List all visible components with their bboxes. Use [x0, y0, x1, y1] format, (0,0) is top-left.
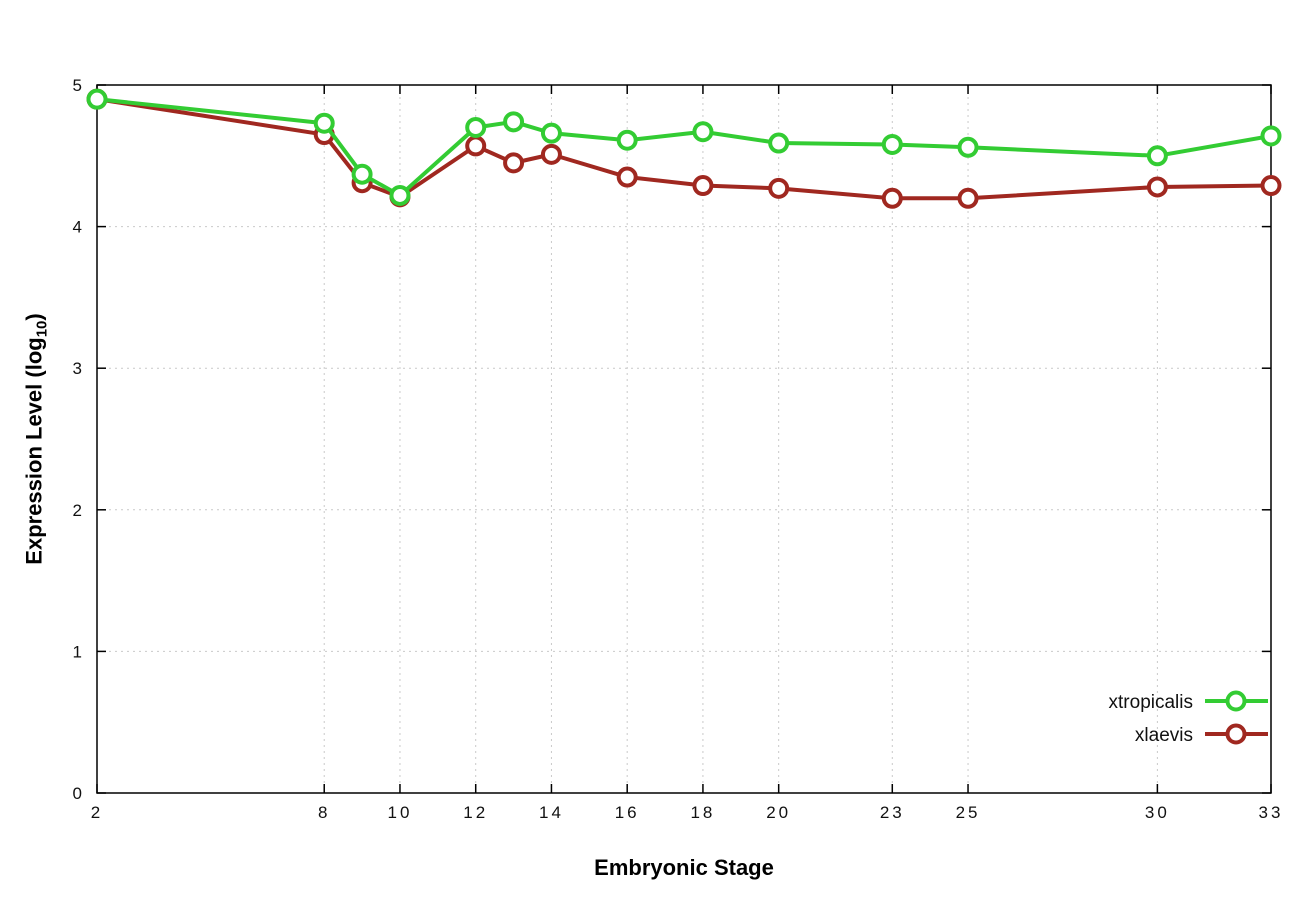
- y-tick-label: 1: [73, 642, 85, 661]
- x-tick-label: 16: [615, 803, 640, 822]
- legend-label-xtropicalis: xtropicalis: [1109, 692, 1193, 713]
- data-point-xtropicalis: [1146, 145, 1168, 167]
- x-tick-label: 2: [91, 803, 103, 822]
- series-line-xlaevis: [95, 97, 1273, 201]
- data-point-xtropicalis: [465, 116, 487, 138]
- data-point-xlaevis: [465, 135, 487, 157]
- x-tick-label: 10: [388, 803, 413, 822]
- data-point-xlaevis: [540, 143, 562, 165]
- data-point-xlaevis: [1146, 176, 1168, 198]
- data-point-xtropicalis: [768, 132, 790, 154]
- data-point-xlaevis: [1260, 175, 1282, 197]
- x-tick-label: 20: [766, 803, 791, 822]
- data-point-xtropicalis: [1260, 125, 1282, 147]
- legend-label-xlaevis: xlaevis: [1135, 725, 1193, 746]
- y-tick-label: 5: [73, 76, 85, 95]
- data-point-xtropicalis: [313, 112, 335, 134]
- x-tick-label: 30: [1145, 803, 1170, 822]
- x-tick-label: 25: [956, 803, 981, 822]
- x-tick-label: 12: [463, 803, 488, 822]
- x-tick-label: 14: [539, 803, 564, 822]
- data-point-xlaevis: [692, 175, 714, 197]
- data-point-xtropicalis: [86, 88, 108, 110]
- x-tick-label: 33: [1259, 803, 1284, 822]
- x-tick-label: 23: [880, 803, 905, 822]
- y-tick-label: 3: [73, 359, 85, 378]
- y-axis-label-sub: 10: [33, 320, 51, 338]
- y-tick-label: 0: [73, 784, 85, 803]
- y-tick-label: 2: [73, 501, 85, 520]
- data-point-xtropicalis: [540, 122, 562, 144]
- data-point-xtropicalis: [351, 163, 373, 185]
- legend-marker-xtropicalis: [1225, 690, 1247, 712]
- y-axis-label-close: ): [21, 313, 47, 321]
- data-point-xtropicalis: [616, 129, 638, 151]
- plot-border: [96, 84, 1272, 794]
- data-point-xtropicalis: [503, 111, 525, 133]
- y-axis-label: Expression Level (log10): [21, 313, 50, 564]
- data-point-xlaevis: [616, 166, 638, 188]
- data-point-xlaevis: [503, 152, 525, 174]
- x-tick-label: 18: [690, 803, 715, 822]
- y-axis-label-main: Expression Level (log: [21, 337, 47, 565]
- series-line-xtropicalis: [95, 97, 1273, 198]
- data-point-xtropicalis: [881, 133, 903, 155]
- data-point-xlaevis: [768, 177, 790, 199]
- x-tick-label: 8: [318, 803, 330, 822]
- data-point-xlaevis: [957, 187, 979, 209]
- legend-marker-xlaevis: [1225, 723, 1247, 745]
- data-point-xtropicalis: [957, 136, 979, 158]
- y-tick-label: 4: [73, 218, 85, 237]
- data-point-xtropicalis: [692, 121, 714, 143]
- x-axis-label: Embryonic Stage: [594, 855, 774, 880]
- data-point-xtropicalis: [389, 184, 411, 206]
- data-point-xlaevis: [881, 187, 903, 209]
